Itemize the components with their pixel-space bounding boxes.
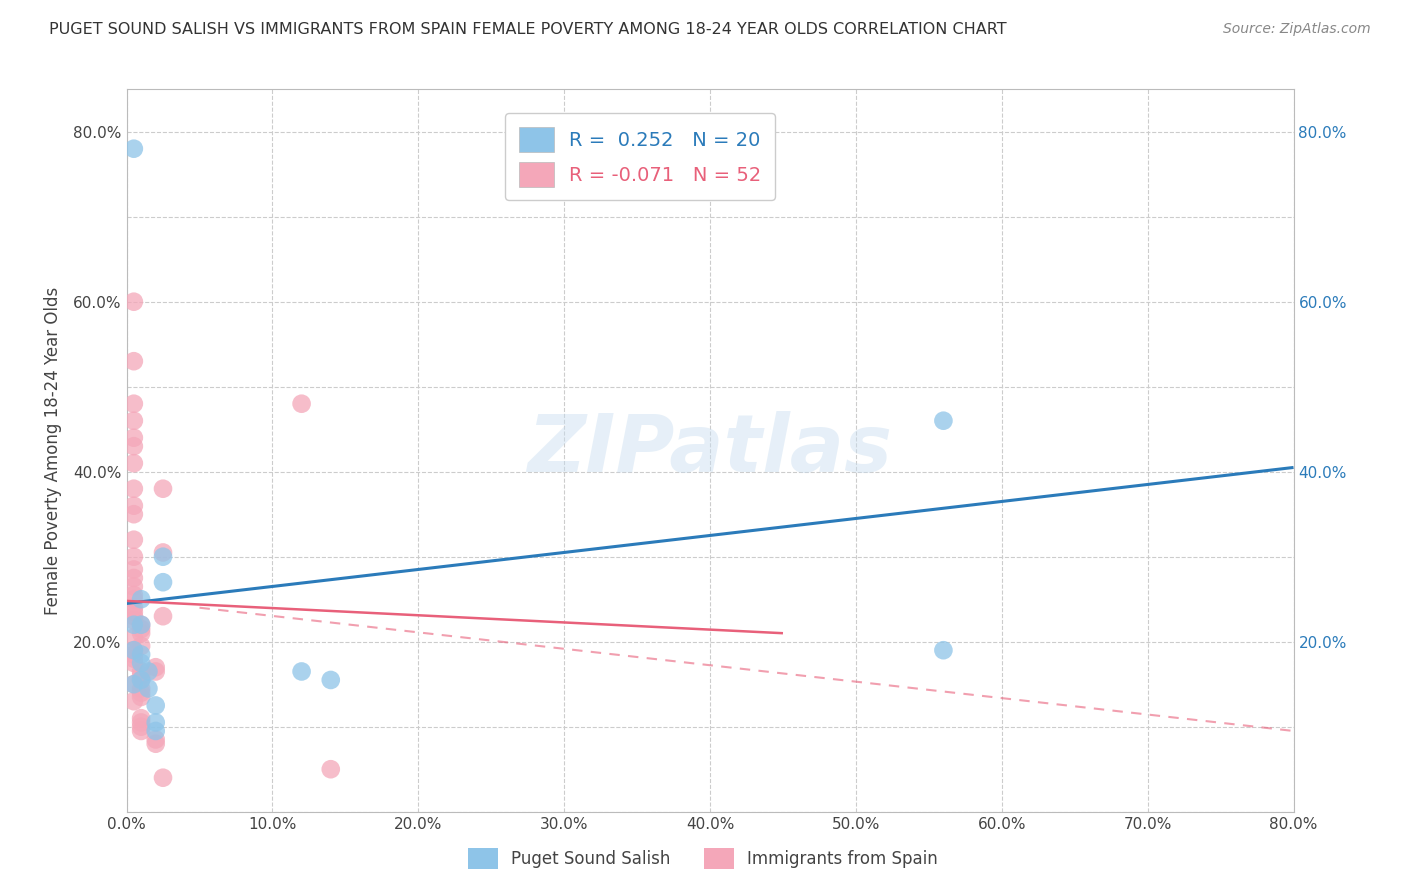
Text: Source: ZipAtlas.com: Source: ZipAtlas.com — [1223, 22, 1371, 37]
Point — [122, 694, 145, 708]
Point — [319, 673, 342, 687]
Point — [122, 592, 145, 607]
Point — [129, 639, 152, 653]
Point — [122, 456, 145, 470]
Point — [122, 614, 145, 628]
Point — [122, 562, 145, 576]
Point — [122, 651, 145, 665]
Text: ZIPatlas: ZIPatlas — [527, 411, 893, 490]
Text: PUGET SOUND SALISH VS IMMIGRANTS FROM SPAIN FEMALE POVERTY AMONG 18-24 YEAR OLDS: PUGET SOUND SALISH VS IMMIGRANTS FROM SP… — [49, 22, 1007, 37]
Point — [122, 605, 145, 619]
Point — [122, 414, 145, 428]
Point — [138, 665, 160, 679]
Point — [122, 571, 145, 585]
Point — [122, 354, 145, 368]
Point — [145, 698, 167, 713]
Point — [122, 507, 145, 521]
Legend: R =  0.252   N = 20, R = -0.071   N = 52: R = 0.252 N = 20, R = -0.071 N = 52 — [505, 113, 775, 201]
Point — [129, 681, 152, 696]
Point — [122, 294, 145, 309]
Point — [290, 665, 312, 679]
Point — [122, 588, 145, 602]
Point — [145, 660, 167, 674]
Point — [129, 673, 152, 687]
Point — [319, 762, 342, 776]
Point — [129, 648, 152, 662]
Point — [129, 686, 152, 700]
Point — [129, 626, 152, 640]
Point — [932, 643, 955, 657]
Point — [122, 549, 145, 564]
Point — [152, 771, 174, 785]
Point — [145, 737, 167, 751]
Y-axis label: Female Poverty Among 18-24 Year Olds: Female Poverty Among 18-24 Year Olds — [44, 286, 62, 615]
Point — [122, 656, 145, 670]
Point — [152, 545, 174, 559]
Point — [129, 617, 152, 632]
Point — [129, 723, 152, 738]
Point — [152, 575, 174, 590]
Point — [290, 397, 312, 411]
Point — [122, 439, 145, 453]
Point — [122, 609, 145, 624]
Point — [122, 648, 145, 662]
Point — [152, 549, 174, 564]
Point — [122, 631, 145, 645]
Point — [122, 677, 145, 691]
Point — [122, 617, 145, 632]
Point — [122, 142, 145, 156]
Point — [122, 677, 145, 691]
Point — [152, 482, 174, 496]
Point — [129, 617, 152, 632]
Point — [138, 681, 160, 696]
Point — [122, 397, 145, 411]
Point — [122, 431, 145, 445]
Point — [129, 715, 152, 730]
Point — [122, 482, 145, 496]
Point — [129, 711, 152, 725]
Point — [122, 643, 145, 657]
Point — [129, 720, 152, 734]
Point — [129, 622, 152, 636]
Point — [122, 643, 145, 657]
Point — [129, 665, 152, 679]
Point — [129, 690, 152, 704]
Point — [129, 669, 152, 683]
Point — [122, 499, 145, 513]
Point — [129, 673, 152, 687]
Point — [122, 533, 145, 547]
Point — [145, 732, 167, 747]
Point — [145, 723, 167, 738]
Point — [145, 715, 167, 730]
Point — [129, 656, 152, 670]
Point — [122, 579, 145, 593]
Point — [129, 592, 152, 607]
Legend: Puget Sound Salish, Immigrants from Spain: Puget Sound Salish, Immigrants from Spai… — [458, 838, 948, 880]
Point — [152, 609, 174, 624]
Point — [122, 600, 145, 615]
Point — [145, 665, 167, 679]
Point — [932, 414, 955, 428]
